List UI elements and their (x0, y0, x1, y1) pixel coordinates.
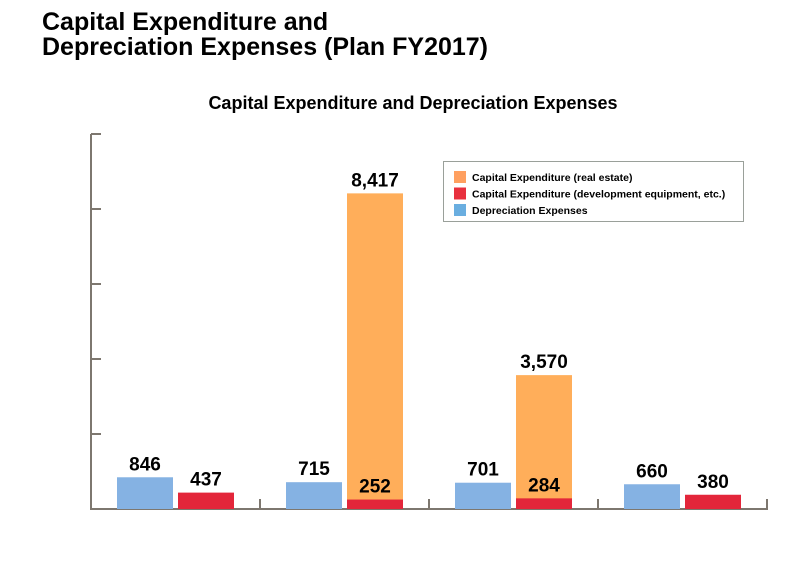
bar-depreciation (455, 482, 511, 509)
bar-capex-real-estate (347, 193, 403, 510)
page-title-line1: Capital Expenditure and (42, 8, 329, 36)
bar-capex-real-estate (516, 375, 572, 509)
legend-swatch (454, 187, 466, 200)
page-title-line2: Depreciation Expenses (Plan FY2017) (42, 33, 489, 61)
bar-capex-development (516, 498, 572, 509)
data-label-capex-real-estate: 8,417 (351, 170, 399, 191)
data-label-capex-development: 380 (697, 472, 729, 493)
bar-capex-development (347, 499, 403, 509)
data-label-depreciation: 660 (636, 461, 668, 482)
legend-label: Depreciation Expenses (472, 205, 588, 217)
data-label-capex-real-estate: 3,570 (520, 352, 568, 373)
legend-label: Capital Expenditure (development equipme… (472, 189, 725, 201)
legend-label: Capital Expenditure (real estate) (472, 172, 632, 184)
data-label-depreciation: 715 (298, 459, 330, 480)
bar-depreciation (117, 477, 173, 509)
bar-capex-development (685, 494, 741, 509)
legend-swatch (454, 204, 466, 216)
legend: Capital Expenditure (real estate) Capital… (443, 161, 744, 222)
data-label-depreciation: 846 (129, 454, 161, 475)
legend-box (443, 161, 744, 222)
bar-depreciation (624, 484, 680, 509)
data-label-capex-development: 437 (190, 470, 222, 491)
legend-swatch (454, 171, 466, 183)
data-label-capex-development: 284 (528, 475, 560, 496)
chart-title: Capital Expenditure and Depreciation Exp… (208, 93, 617, 113)
data-label-depreciation: 701 (467, 460, 499, 481)
bar-depreciation (286, 482, 342, 509)
bar-capex-development (178, 492, 234, 509)
data-label-capex-development: 252 (359, 477, 391, 498)
page-title: Capital Expenditure and Depreciation Exp… (42, 10, 488, 60)
